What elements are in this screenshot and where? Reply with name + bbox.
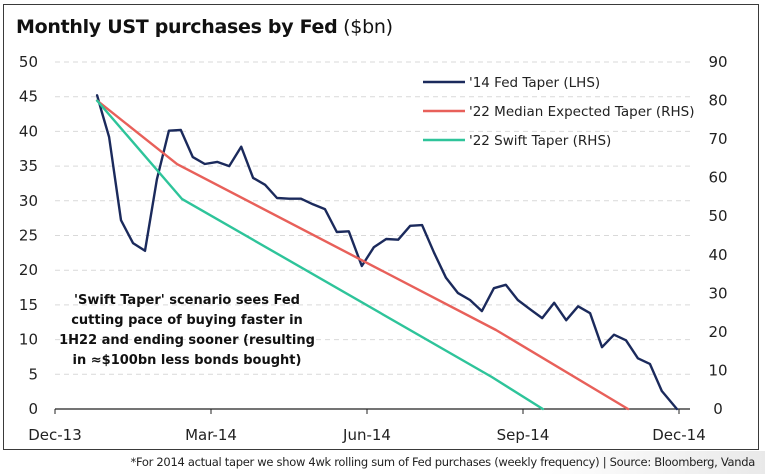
y-right-tick-label: 10 (708, 361, 727, 379)
y-axis-right: 0 10 20 30 40 50 60 70 80 90 (708, 53, 727, 418)
annotation-line: cutting pace of buying faster in (71, 313, 303, 328)
series-line-1 (95, 94, 679, 411)
x-tick-label: Jun-14 (342, 426, 391, 444)
y-left-tick-label: 20 (19, 261, 38, 279)
annotation-line: in ≈$100bn less bonds bought) (73, 353, 302, 368)
annotation-line: 1H22 and ending sooner (resulting (59, 333, 315, 348)
legend-label-3: '22 Swift Taper (RHS) (469, 133, 611, 149)
chart-title-main: Monthly UST purchases by Fed (16, 16, 338, 38)
y-right-tick-label: 60 (708, 169, 727, 187)
y-left-tick-label: 40 (19, 122, 38, 140)
legend: '14 Fed Taper (LHS) '22 Median Expected T… (423, 75, 695, 149)
y-left-tick-label: 35 (19, 157, 38, 175)
series-line-2 (95, 99, 630, 411)
y-right-tick-label: 0 (713, 400, 723, 418)
series-line-3 (95, 99, 544, 411)
annotation: 'Swift Taper' scenario sees Fed cutting p… (59, 293, 315, 368)
annotation-line: 'Swift Taper' scenario sees Fed (74, 293, 300, 308)
y-right-tick-label: 70 (708, 130, 727, 148)
y-right-tick-label: 50 (708, 207, 727, 225)
y-left-tick-label: 25 (19, 227, 38, 245)
y-left-tick-label: 50 (19, 53, 38, 71)
legend-label-2: '22 Median Expected Taper (RHS) (469, 104, 695, 120)
legend-label-1: '14 Fed Taper (LHS) (469, 75, 600, 91)
chart-title: Monthly UST purchases by Fed ($bn) (16, 16, 393, 38)
y-left-tick-label: 0 (28, 400, 38, 418)
footnote: *For 2014 actual taper we show 4wk rolli… (130, 455, 756, 469)
y-right-tick-label: 30 (708, 284, 727, 302)
y-left-tick-label: 5 (28, 365, 38, 383)
y-left-tick-label: 45 (19, 88, 38, 106)
x-tick-label: Dec-13 (28, 426, 82, 444)
x-tick-label: Dec-14 (652, 426, 706, 444)
series-group (95, 94, 679, 411)
x-tick-label: Mar-14 (185, 426, 237, 444)
y-left-tick-label: 30 (19, 192, 38, 210)
y-left-tick-label: 15 (19, 296, 38, 314)
footnote-background (0, 451, 765, 474)
y-right-tick-label: 80 (708, 92, 727, 110)
chart-frame (3, 4, 759, 450)
y-left-tick-label: 10 (19, 331, 38, 349)
gridlines (55, 61, 690, 375)
chart-title-unit: ($bn) (343, 16, 393, 38)
x-axis: Dec-13 Mar-14 Jun-14 Sep-14 Dec-14 (28, 408, 706, 444)
y-axis-left: 0 5 10 15 20 25 30 35 40 45 50 (19, 53, 38, 418)
y-right-tick-label: 40 (708, 246, 727, 264)
y-right-tick-label: 90 (708, 53, 727, 71)
y-right-tick-label: 20 (708, 323, 727, 341)
x-tick-label: Sep-14 (497, 426, 550, 444)
